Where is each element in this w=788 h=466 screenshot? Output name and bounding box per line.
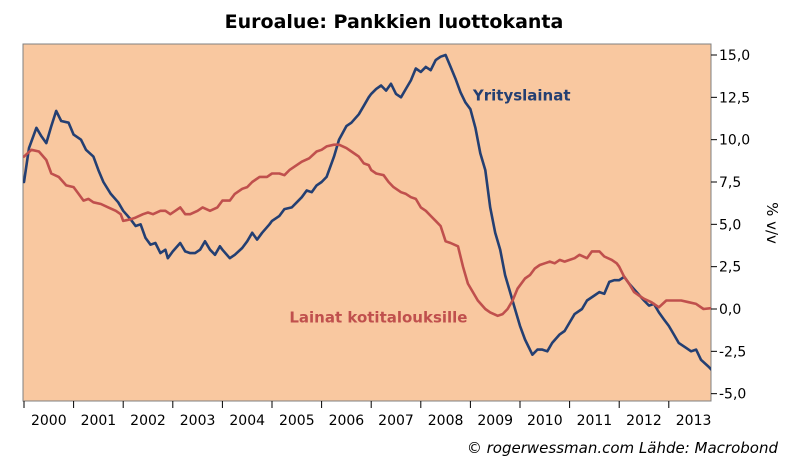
y-tick-label: 15,0 xyxy=(719,48,750,64)
x-tick-label: 2013 xyxy=(676,413,712,429)
x-tick-label: 2010 xyxy=(527,413,563,429)
series-line-lainat-kotitalouksille xyxy=(23,143,711,318)
y-tick-label: -5,0 xyxy=(719,387,746,403)
y-tick-label: 12,5 xyxy=(719,90,750,106)
credit-text: © rogerwessman.com Lähde: Macrobond xyxy=(467,439,779,457)
series-label-lainat-kotitalouksille: Lainat kotitalouksille xyxy=(289,309,467,327)
x-tick-label: 2011 xyxy=(577,413,613,429)
chart-title: Euroalue: Pankkien luottokanta xyxy=(225,11,564,33)
series-label-yrityslainat: Yrityslainat xyxy=(472,87,571,105)
y-tick-label: 7,5 xyxy=(719,175,741,191)
y-tick-label: 5,0 xyxy=(719,217,741,233)
series-line-yrityslainat xyxy=(23,53,711,372)
x-axis: 2000 2001 2002 2003 2004 2005 2006 2007 2008 2009… xyxy=(23,401,712,429)
y-tick-label: 2,5 xyxy=(719,260,741,276)
x-tick-label: 2000 xyxy=(31,413,67,429)
x-tick-label: 2009 xyxy=(477,413,513,429)
series-lines xyxy=(23,53,711,372)
x-tick-label: 2003 xyxy=(180,413,216,429)
x-tick-label: 2006 xyxy=(329,413,365,429)
y-tick-label: -2,5 xyxy=(719,344,746,360)
series-labels: Yrityslainat Lainat kotitalouksille xyxy=(289,87,570,327)
y-axis-label: % v/v xyxy=(763,202,781,244)
x-tick-label: 2001 xyxy=(81,413,117,429)
x-tick-label: 2004 xyxy=(229,413,265,429)
y-axis: -5,0 -2,5 0,0 2,5 5,0 7,5 10,0 12,5 15,0 xyxy=(711,48,750,403)
y-tick-label: 0,0 xyxy=(719,302,741,318)
plot-area xyxy=(22,43,712,402)
x-tick-label: 2007 xyxy=(378,413,414,429)
y-tick-label: 10,0 xyxy=(719,133,750,149)
x-tick-label: 2008 xyxy=(428,413,464,429)
x-tick-label: 2005 xyxy=(279,413,315,429)
x-tick-label: 2012 xyxy=(626,413,662,429)
x-tick-label: 2002 xyxy=(130,413,166,429)
